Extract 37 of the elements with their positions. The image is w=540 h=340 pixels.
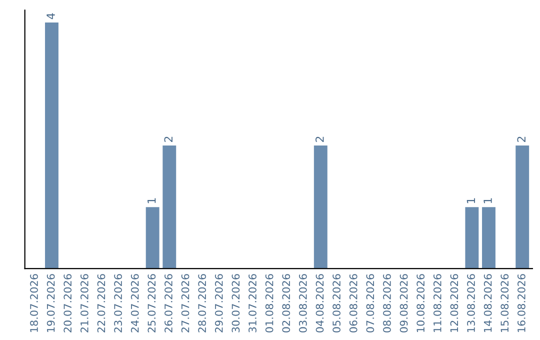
x-tick-label: 02.08.2026: [282, 274, 290, 332]
x-tick-label: 09.08.2026: [400, 274, 408, 332]
x-tick-label: 16.08.2026: [518, 274, 526, 332]
x-tick-label: 06.08.2026: [349, 274, 358, 332]
x-tick-label: 20.07.2026: [64, 274, 72, 332]
data-label: 2: [315, 136, 324, 142]
data-label: 2: [164, 136, 172, 142]
data-label: 1: [484, 198, 492, 204]
x-tick-label: 11.08.2026: [433, 274, 442, 332]
x-tick-label: 07.08.2026: [366, 274, 374, 332]
x-tick-label: 23.07.2026: [114, 274, 122, 332]
data-label: 1: [148, 198, 156, 204]
x-tick-label: 28.07.2026: [198, 274, 206, 332]
x-tick-label: 03.08.2026: [298, 274, 307, 332]
x-tick-label: 01.08.2026: [265, 274, 274, 332]
x-tick-label: 25.07.2026: [148, 274, 156, 332]
x-tick-label: 08.08.2026: [383, 274, 391, 332]
x-tick-label: 21.07.2026: [80, 274, 88, 332]
x-tick-label: 12.08.2026: [450, 274, 458, 332]
data-label: 4: [46, 13, 55, 20]
x-tick-label: 05.08.2026: [332, 274, 340, 332]
x-tick-label: 26.07.2026: [164, 274, 172, 332]
x-tick-label: 14.08.2026: [484, 274, 492, 332]
x-tick-label: 29.07.2026: [214, 274, 223, 332]
x-tick-label: 10.08.2026: [416, 274, 425, 332]
x-tick-label: 13.08.2026: [467, 274, 475, 332]
x-tick-label: 31.07.2026: [248, 274, 256, 332]
x-tick-label: 22.07.2026: [97, 274, 106, 332]
x-tick-label: 15.08.2026: [500, 274, 509, 332]
x-tick-label: 27.07.2026: [181, 274, 190, 332]
x-tick-label: 24.07.2026: [130, 274, 139, 332]
x-tick-label: 18.07.2026: [30, 274, 38, 332]
x-tick-label: 30.07.2026: [232, 274, 240, 332]
data-label: 1: [466, 198, 475, 204]
x-tick-label: 04.08.2026: [316, 274, 324, 332]
x-tick-label: 19.07.2026: [46, 274, 55, 332]
data-label: 2: [517, 136, 526, 142]
